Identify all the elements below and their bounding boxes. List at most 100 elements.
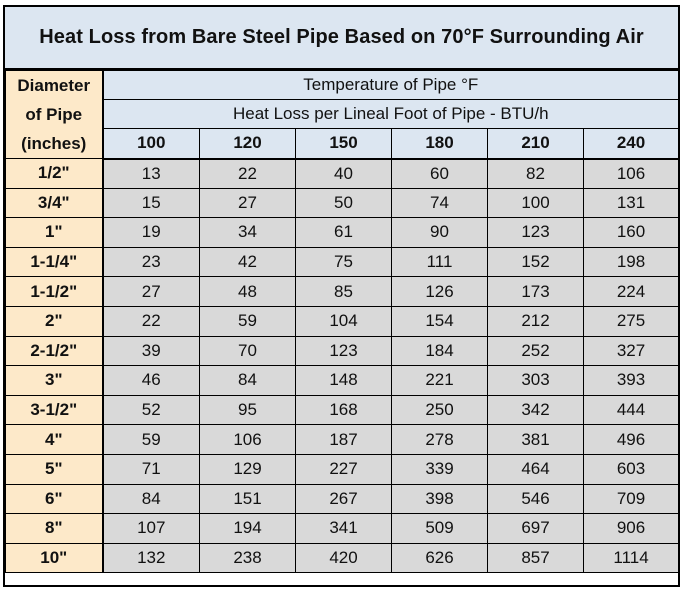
heat-loss-value-cell: 100	[487, 187, 584, 219]
pipe-diameter-cell: 1/2"	[5, 158, 104, 189]
heat-loss-value-cell: 509	[391, 513, 488, 544]
table-row: 8" 107 194 341 509 697 906	[5, 513, 680, 544]
pipe-diameter-cell: 3/4"	[5, 187, 104, 219]
temperature-column-header: 180	[391, 128, 488, 160]
heat-loss-value-cell: 398	[391, 483, 488, 515]
heat-loss-value-cell: 106	[199, 424, 296, 455]
pipe-diameter-cell: 6"	[5, 483, 104, 515]
pipe-diameter-cell: 1-1/4"	[5, 246, 104, 278]
temperature-column-header: 100	[102, 128, 200, 160]
table-title: Heat Loss from Bare Steel Pipe Based on …	[5, 7, 678, 70]
heat-loss-value-cell: 13	[102, 158, 200, 189]
heat-loss-value-cell: 75	[295, 246, 392, 278]
table-row: 1/2" 13 22 40 60 82 106	[5, 158, 680, 189]
heat-loss-table: Diameter of Pipe (inches) Temperature of…	[5, 70, 680, 574]
pipe-diameter-cell: 3-1/2"	[5, 394, 104, 426]
heat-loss-value-cell: 84	[199, 365, 296, 396]
heat-loss-value-cell: 85	[295, 276, 392, 307]
heat-loss-value-cell: 19	[102, 217, 200, 248]
heat-loss-value-cell: 52	[102, 394, 200, 426]
temperature-header: Temperature of Pipe °F	[101, 70, 680, 100]
diameter-header-line-2: of Pipe	[25, 105, 83, 124]
heat-loss-value-cell: 59	[102, 424, 200, 455]
heat-loss-value-cell: 252	[487, 335, 584, 367]
heat-loss-value-cell: 34	[199, 217, 296, 248]
heat-loss-value-cell: 278	[391, 424, 488, 455]
heat-loss-value-cell: 46	[102, 365, 200, 396]
table-row: 4" 59 106 187 278 381 496	[5, 424, 680, 455]
heat-loss-value-cell: 464	[487, 453, 584, 485]
heat-loss-value-cell: 342	[487, 394, 584, 426]
heat-loss-value-cell: 123	[487, 217, 584, 248]
heat-loss-value-cell: 60	[391, 158, 488, 189]
heat-loss-value-cell: 71	[102, 453, 200, 485]
temperature-column-header: 210	[487, 128, 584, 160]
heat-loss-value-cell: 227	[295, 453, 392, 485]
heat-loss-value-cell: 104	[295, 305, 392, 337]
heat-loss-value-cell: 22	[102, 305, 200, 337]
pipe-diameter-cell: 3"	[5, 365, 104, 396]
heat-loss-value-cell: 95	[199, 394, 296, 426]
heat-loss-value-cell: 546	[487, 483, 584, 515]
diameter-header: Diameter of Pipe (inches)	[5, 70, 104, 159]
heat-loss-value-cell: 23	[102, 246, 200, 278]
heat-loss-value-cell: 90	[391, 217, 488, 248]
heat-loss-value-cell: 339	[391, 453, 488, 485]
heat-loss-value-cell: 107	[102, 513, 200, 544]
heat-loss-header: Heat Loss per Lineal Foot of Pipe - BTU/…	[101, 99, 680, 129]
heat-loss-value-cell: 160	[582, 217, 680, 248]
pipe-diameter-cell: 4"	[5, 424, 104, 455]
heat-loss-value-cell: 173	[487, 276, 584, 307]
heat-loss-value-cell: 341	[295, 513, 392, 544]
heat-loss-value-cell: 221	[391, 365, 488, 396]
temperature-column-header: 150	[295, 128, 392, 160]
heat-loss-value-cell: 59	[199, 305, 296, 337]
heat-loss-value-cell: 152	[487, 246, 584, 278]
heat-loss-value-cell: 184	[391, 335, 488, 367]
table-row: 3" 46 84 148 221 303 393	[5, 365, 680, 396]
heat-loss-value-cell: 709	[582, 483, 680, 515]
heat-loss-value-cell: 303	[487, 365, 584, 396]
pipe-diameter-cell: 2-1/2"	[5, 335, 104, 367]
pipe-diameter-cell: 5"	[5, 453, 104, 485]
table-row: 10" 132 238 420 626 857 1114	[5, 542, 680, 574]
heat-loss-value-cell: 27	[102, 276, 200, 307]
heat-loss-value-cell: 697	[487, 513, 584, 544]
heat-loss-value-cell: 327	[582, 335, 680, 367]
table-row: 1-1/2" 27 48 85 126 173 224	[5, 276, 680, 307]
heat-loss-value-cell: 74	[391, 187, 488, 219]
heat-loss-value-cell: 148	[295, 365, 392, 396]
heat-loss-value-cell: 250	[391, 394, 488, 426]
heat-loss-value-cell: 420	[295, 542, 392, 574]
heat-loss-value-cell: 1114	[582, 542, 680, 574]
heat-loss-value-cell: 267	[295, 483, 392, 515]
pipe-diameter-cell: 1"	[5, 217, 104, 248]
diameter-header-line-3: (inches)	[21, 134, 87, 153]
heat-loss-value-cell: 126	[391, 276, 488, 307]
heat-loss-value-cell: 906	[582, 513, 680, 544]
heat-loss-value-cell: 123	[295, 335, 392, 367]
pipe-diameter-cell: 10"	[5, 542, 104, 574]
pipe-diameter-cell: 1-1/2"	[5, 276, 104, 307]
heat-loss-value-cell: 27	[199, 187, 296, 219]
heat-loss-value-cell: 39	[102, 335, 200, 367]
temperature-column-header: 240	[582, 128, 680, 160]
heat-loss-value-cell: 61	[295, 217, 392, 248]
table-row: 6" 84 151 267 398 546 709	[5, 483, 680, 515]
heat-loss-value-cell: 626	[391, 542, 488, 574]
table-row: 1" 19 34 61 90 123 160	[5, 217, 680, 248]
heat-loss-value-cell: 106	[582, 158, 680, 189]
heat-loss-value-cell: 168	[295, 394, 392, 426]
heat-loss-value-cell: 381	[487, 424, 584, 455]
heat-loss-value-cell: 154	[391, 305, 488, 337]
heat-loss-value-cell: 275	[582, 305, 680, 337]
heat-loss-value-cell: 40	[295, 158, 392, 189]
heat-loss-value-cell: 444	[582, 394, 680, 426]
heat-loss-value-cell: 151	[199, 483, 296, 515]
table-row: 3-1/2" 52 95 168 250 342 444	[5, 394, 680, 426]
temperature-column-header: 120	[199, 128, 296, 160]
heat-loss-value-cell: 496	[582, 424, 680, 455]
heat-loss-value-cell: 22	[199, 158, 296, 189]
heat-loss-value-cell: 129	[199, 453, 296, 485]
heat-loss-value-cell: 82	[487, 158, 584, 189]
